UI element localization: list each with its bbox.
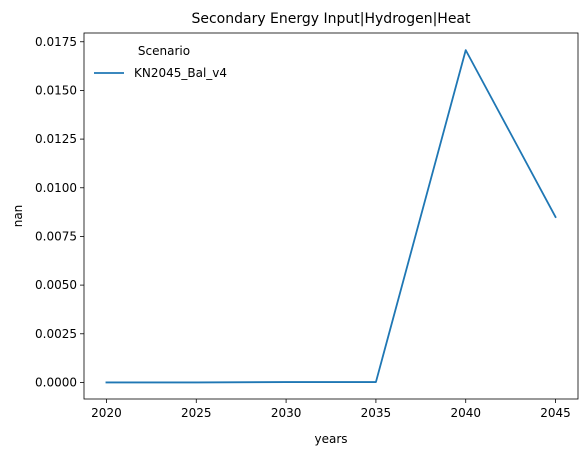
y-tick-label: 0.0000	[35, 375, 77, 389]
y-tick-label: 0.0075	[35, 229, 77, 243]
y-tick-label: 0.0175	[35, 35, 77, 49]
y-tick-label: 0.0100	[35, 181, 77, 195]
y-axis-label: nan	[11, 205, 25, 228]
x-tick-label: 2035	[361, 406, 392, 420]
y-tick-label: 0.0150	[35, 83, 77, 97]
x-tick-label: 2045	[540, 406, 571, 420]
x-axis-label: years	[314, 432, 347, 446]
y-tick-label: 0.0025	[35, 327, 77, 341]
y-tick-label: 0.0050	[35, 278, 77, 292]
chart-title: Secondary Energy Input|Hydrogen|Heat	[191, 11, 471, 27]
y-tick-label: 0.0125	[35, 132, 77, 146]
x-tick-label: 2020	[91, 406, 122, 420]
legend-title: Scenario	[138, 44, 190, 58]
x-tick-label: 2025	[181, 406, 212, 420]
legend-entry-label: KN2045_Bal_v4	[134, 66, 227, 80]
x-tick-label: 2030	[271, 406, 302, 420]
x-tick-label: 2040	[450, 406, 481, 420]
